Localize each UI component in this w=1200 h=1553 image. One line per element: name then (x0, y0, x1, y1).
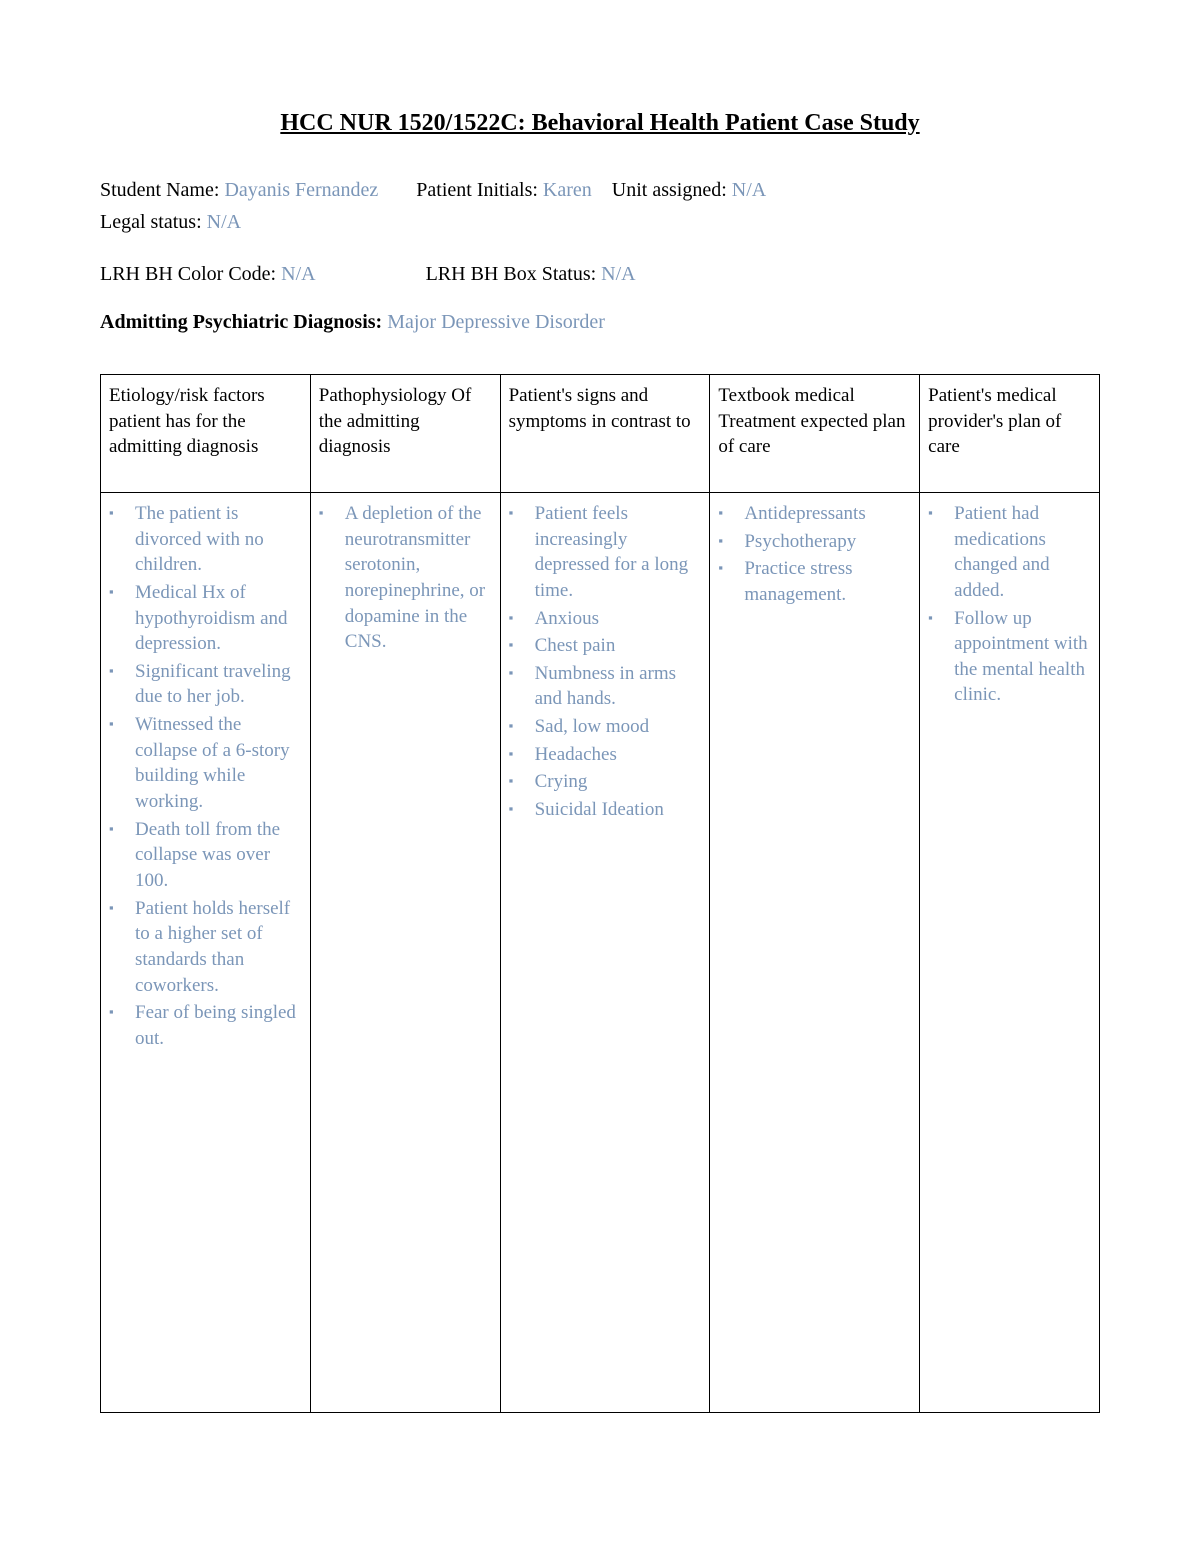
table-cell-4: Patient had medications changed and adde… (920, 493, 1100, 1413)
patient-initials-label: Patient Initials: (416, 179, 543, 201)
unit-assigned-label: Unit assigned: (612, 179, 732, 201)
list-item: Sad, low mood (509, 714, 702, 740)
list-item: Patient had medications changed and adde… (928, 501, 1091, 604)
page-title: HCC NUR 1520/1522C: Behavioral Health Pa… (100, 110, 1100, 137)
list-item: The patient is divorced with no children… (109, 501, 302, 578)
table-header-1: Pathophysiology Of the admitting diagnos… (310, 375, 500, 493)
table-header-0: Etiology/risk factors patient has for th… (101, 375, 311, 493)
list-item: Follow up appointment with the mental he… (928, 606, 1091, 709)
info-row-2: Legal status: N/A (100, 207, 1100, 237)
case-study-table: Etiology/risk factors patient has for th… (100, 374, 1100, 1413)
info-row-3: LRH BH Color Code: N/ALRH BH Box Status:… (100, 259, 1100, 289)
lrh-info-block: LRH BH Color Code: N/ALRH BH Box Status:… (100, 259, 1100, 289)
list-item: Chest pain (509, 633, 702, 659)
patient-initials-value: Karen (543, 179, 592, 201)
list-item: Practice stress management. (718, 556, 911, 607)
list-item: Patient feels increasingly depressed for… (509, 501, 702, 604)
list-item: Significant traveling due to her job. (109, 659, 302, 710)
color-code-label: LRH BH Color Code: (100, 263, 281, 285)
list-item: Patient holds herself to a higher set of… (109, 896, 302, 999)
list-item: Death toll from the collapse was over 10… (109, 817, 302, 894)
list-item: Headaches (509, 742, 702, 768)
list-item: Numbness in arms and hands. (509, 661, 702, 712)
student-name-value: Dayanis Fernandez (224, 179, 378, 201)
table-body-row: The patient is divorced with no children… (101, 493, 1100, 1413)
list-item: Suicidal Ideation (509, 797, 702, 823)
list-item: Medical Hx of hypothyroidism and depress… (109, 580, 302, 657)
diagnosis-value: Major Depressive Disorder (387, 311, 605, 333)
table-header-row: Etiology/risk factors patient has for th… (101, 375, 1100, 493)
info-row-1: Student Name: Dayanis Fernandez Patient I… (100, 175, 1100, 205)
unit-assigned-value: N/A (732, 179, 766, 201)
table-cell-2: Patient feels increasingly depressed for… (500, 493, 710, 1413)
diagnosis-label: Admitting Psychiatric Diagnosis: (100, 311, 387, 333)
list-item: Witnessed the collapse of a 6-story buil… (109, 712, 302, 815)
list-item: Antidepressants (718, 501, 911, 527)
box-status-label: LRH BH Box Status: (426, 263, 602, 285)
student-name-label: Student Name: (100, 179, 224, 201)
list-item: A depletion of the neurotransmitter sero… (319, 501, 492, 655)
table-header-2: Patient's signs and symptoms in contrast… (500, 375, 710, 493)
list-item: Fear of being singled out. (109, 1000, 302, 1051)
color-code-value: N/A (281, 263, 315, 285)
table-header-4: Patient's medical provider's plan of car… (920, 375, 1100, 493)
diagnosis-row: Admitting Psychiatric Diagnosis: Major D… (100, 311, 1100, 334)
student-info-block: Student Name: Dayanis Fernandez Patient I… (100, 175, 1100, 237)
box-status-value: N/A (601, 263, 635, 285)
table-cell-0: The patient is divorced with no children… (101, 493, 311, 1413)
table-cell-1: A depletion of the neurotransmitter sero… (310, 493, 500, 1413)
list-item: Psychotherapy (718, 529, 911, 555)
table-cell-3: AntidepressantsPsychotherapyPractice str… (710, 493, 920, 1413)
table-header-3: Textbook medical Treatment expected plan… (710, 375, 920, 493)
list-item: Anxious (509, 606, 702, 632)
legal-status-value: N/A (207, 211, 241, 233)
list-item: Crying (509, 769, 702, 795)
legal-status-label: Legal status: (100, 211, 207, 233)
